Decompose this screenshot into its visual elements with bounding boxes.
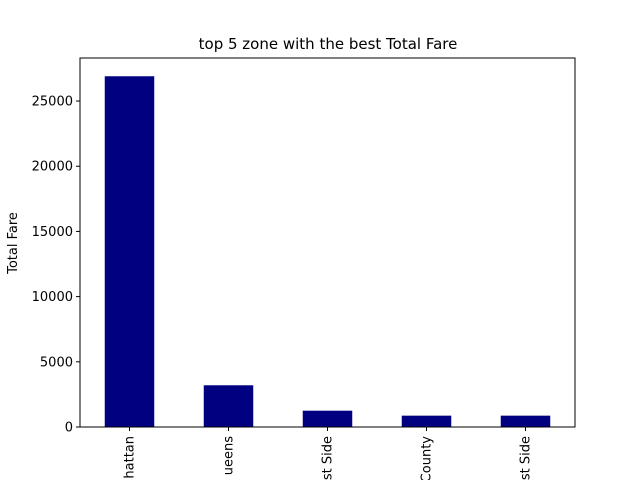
x-tick-label-0: hattan bbox=[123, 436, 138, 479]
y-tick-label-2: 10000 bbox=[32, 290, 73, 305]
y-tick-label-1: 5000 bbox=[40, 355, 73, 370]
plot-frame bbox=[79, 57, 576, 428]
x-tick-label-2: st Side bbox=[321, 436, 336, 480]
bar-4 bbox=[500, 415, 551, 427]
y-axis-title: Total Fare bbox=[6, 212, 21, 275]
bars-group bbox=[104, 76, 551, 427]
x-tick-label-3: County bbox=[420, 436, 435, 480]
x-axis-ticks: hattan ueens st Side County st Side bbox=[123, 427, 534, 480]
y-axis-ticks: 0 5000 10000 15000 20000 25000 bbox=[32, 95, 80, 436]
y-tick-label-5: 25000 bbox=[32, 95, 73, 110]
bar-3 bbox=[401, 415, 452, 427]
y-tick-label-3: 15000 bbox=[32, 225, 73, 240]
chart-title: top 5 zone with the best Total Fare bbox=[199, 35, 458, 53]
x-tick-label-1: ueens bbox=[222, 436, 237, 475]
bar-0 bbox=[104, 76, 155, 427]
y-tick-label-4: 20000 bbox=[32, 160, 73, 175]
y-tick-label-0: 0 bbox=[65, 421, 73, 436]
bar-1 bbox=[203, 385, 254, 427]
bar-2 bbox=[302, 410, 353, 427]
x-tick-label-4: st Side bbox=[519, 436, 534, 480]
